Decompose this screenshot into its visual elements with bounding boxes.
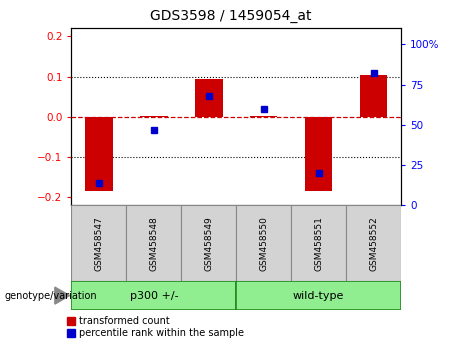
- FancyBboxPatch shape: [346, 205, 401, 281]
- Text: GSM458550: GSM458550: [259, 216, 268, 271]
- Bar: [305, 117, 332, 191]
- FancyBboxPatch shape: [71, 205, 126, 281]
- Bar: [195, 79, 223, 117]
- FancyBboxPatch shape: [181, 205, 236, 281]
- Polygon shape: [55, 287, 70, 304]
- Text: GSM458548: GSM458548: [149, 216, 159, 271]
- Text: GDS3598 / 1459054_at: GDS3598 / 1459054_at: [150, 9, 311, 23]
- FancyBboxPatch shape: [291, 205, 346, 281]
- Text: GSM458551: GSM458551: [314, 216, 323, 271]
- FancyBboxPatch shape: [236, 281, 401, 310]
- Bar: [140, 116, 168, 117]
- Text: p300 +/-: p300 +/-: [130, 291, 178, 301]
- Bar: [360, 75, 387, 117]
- FancyBboxPatch shape: [71, 281, 236, 310]
- Legend: transformed count, percentile rank within the sample: transformed count, percentile rank withi…: [67, 316, 244, 338]
- Text: GSM458547: GSM458547: [95, 216, 103, 271]
- Text: genotype/variation: genotype/variation: [5, 291, 97, 301]
- FancyBboxPatch shape: [126, 205, 181, 281]
- Bar: [85, 117, 112, 191]
- Bar: [250, 116, 278, 117]
- FancyBboxPatch shape: [236, 205, 291, 281]
- Text: GSM458552: GSM458552: [369, 216, 378, 271]
- Text: GSM458549: GSM458549: [204, 216, 213, 271]
- Text: wild-type: wild-type: [293, 291, 344, 301]
